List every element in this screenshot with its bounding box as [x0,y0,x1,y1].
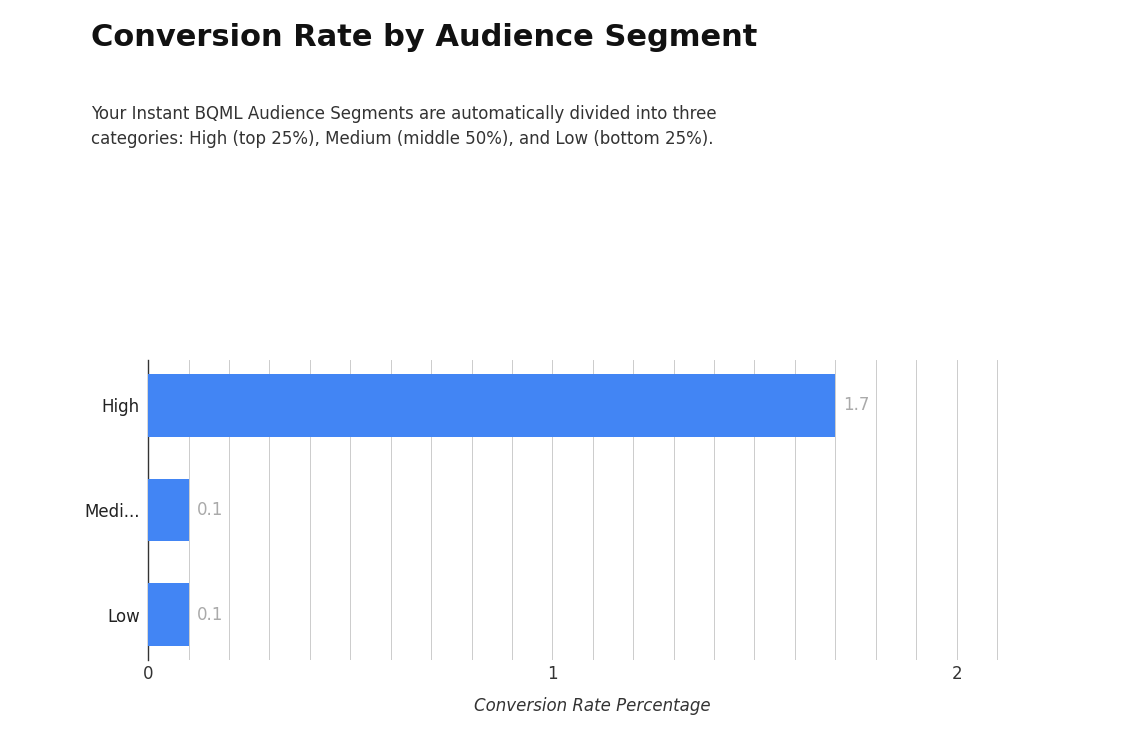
Text: 0.1: 0.1 [197,606,223,624]
Bar [148,478,188,542]
X-axis label: Conversion Rate Percentage: Conversion Rate Percentage [474,697,711,715]
Bar [148,584,188,646]
Text: Conversion Rate by Audience Segment: Conversion Rate by Audience Segment [91,22,758,52]
Text: 1.7: 1.7 [844,396,870,414]
Text: Your Instant BQML Audience Segments are automatically divided into three
categor: Your Instant BQML Audience Segments are … [91,105,717,148]
Bar [148,374,836,436]
Text: 0.1: 0.1 [197,501,223,519]
